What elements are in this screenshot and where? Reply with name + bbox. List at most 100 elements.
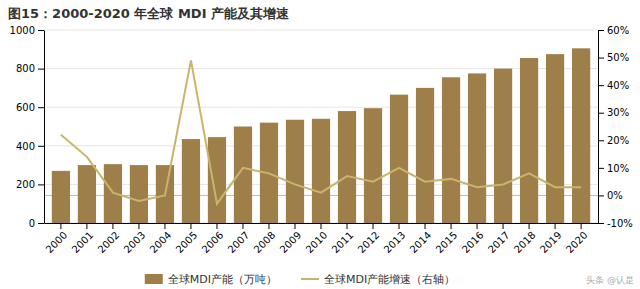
y2-axis-line <box>598 31 599 224</box>
y-tick-mark <box>38 107 44 108</box>
y-tick-mark <box>38 184 44 185</box>
bar <box>338 111 356 223</box>
x-tick-label: 2010 <box>304 229 330 255</box>
x-tick-mark <box>216 223 217 229</box>
legend-item: 全球MDI产能（万吨） <box>145 273 277 286</box>
x-tick-label: 2018 <box>512 229 538 255</box>
x-tick-mark <box>451 223 452 229</box>
x-tick-mark <box>112 223 113 229</box>
x-tick: 2006 <box>200 223 226 255</box>
bar <box>234 127 252 224</box>
x-tick-label: 2006 <box>200 229 226 255</box>
x-tick: 2019 <box>538 223 564 255</box>
y-tick-label: 800 <box>16 63 35 74</box>
x-tick-label: 2004 <box>148 229 174 255</box>
x-tick-label: 2002 <box>96 229 122 255</box>
y2-tick-mark <box>598 30 604 31</box>
legend-label: 全球MDI产能（万吨） <box>168 273 277 286</box>
x-tick-label: 2012 <box>356 229 382 255</box>
y-tick: 0 <box>29 218 44 229</box>
x-tick-mark <box>529 223 530 229</box>
x-tick-mark <box>321 223 322 229</box>
chart: 图15：2000-2020 年全球 MDI 产能及其增速200020012002… <box>0 0 640 289</box>
y-tick-label: 400 <box>16 141 35 152</box>
y2-tick-label: 50% <box>607 52 629 63</box>
legend-swatch <box>145 274 163 284</box>
bar <box>494 69 512 223</box>
y2-tick-mark <box>598 140 604 141</box>
x-tick-label: 2013 <box>382 229 408 255</box>
bar <box>572 48 590 223</box>
bar <box>546 54 564 223</box>
grid-line <box>44 107 598 108</box>
x-tick-label: 2014 <box>408 229 434 255</box>
y-tick-label: 600 <box>16 102 35 113</box>
y2-tick-label: -10% <box>607 218 633 229</box>
x-tick-mark <box>138 223 139 229</box>
x-tick: 2000 <box>44 223 70 255</box>
marks <box>44 48 598 223</box>
x-tick-label: 2016 <box>460 229 486 255</box>
y2-tick: 10% <box>598 163 629 174</box>
y-axis: 0 200 400 600 800 1000 <box>10 25 45 229</box>
x-tick-mark <box>190 223 191 229</box>
x-tick-label: 2007 <box>226 229 252 255</box>
y2-tick-mark <box>598 195 604 196</box>
y2-tick-label: 20% <box>607 135 629 146</box>
x-tick: 2012 <box>356 223 382 255</box>
legend-swatch <box>301 278 319 280</box>
y2-tick-mark <box>598 85 604 86</box>
x-tick: 2010 <box>304 223 330 255</box>
x-tick-label: 2001 <box>70 229 96 255</box>
x-tick-mark <box>347 223 348 229</box>
bar <box>364 108 382 223</box>
y2-tick-mark <box>598 58 604 59</box>
x-tick: 2009 <box>278 223 304 255</box>
y2-tick: 0% <box>598 190 623 201</box>
y-tick: 200 <box>16 179 44 190</box>
x-tick: 2017 <box>486 223 512 255</box>
legend-item: 全球MDI产能增速（右轴） <box>301 273 455 286</box>
bar <box>78 165 96 223</box>
x-tick: 2015 <box>434 223 460 255</box>
y-tick: 800 <box>16 63 44 74</box>
bar <box>442 77 460 223</box>
y2-axis: -10%0%10%20%30%40%50%60% <box>598 25 633 229</box>
grid-line <box>44 30 598 31</box>
x-tick-mark <box>268 223 269 229</box>
y-tick: 400 <box>16 141 44 152</box>
y-tick-label: 200 <box>16 179 35 190</box>
x-tick: 2005 <box>174 223 200 255</box>
y-tick-mark <box>38 69 44 70</box>
y2-tick: 60% <box>598 25 629 36</box>
y2-tick: 30% <box>598 107 629 118</box>
x-tick-mark <box>242 223 243 229</box>
x-tick-label: 2019 <box>538 229 564 255</box>
x-tick: 2014 <box>408 223 434 255</box>
x-tick-mark <box>503 223 504 229</box>
x-tick-mark <box>294 223 295 229</box>
x-tick: 2020 <box>564 223 590 255</box>
y-axis-line <box>44 31 45 224</box>
y2-tick: 20% <box>598 135 629 146</box>
y2-tick: -10% <box>598 218 633 229</box>
x-tick-mark <box>373 223 374 229</box>
y2-tick-mark <box>598 223 604 224</box>
x-tick-label: 2003 <box>122 229 148 255</box>
y-tick-label: 0 <box>29 218 35 229</box>
x-tick-mark <box>581 223 582 229</box>
title: 图15：2000-2020 年全球 MDI 产能及其增速 <box>8 6 290 21</box>
y-tick-label: 1000 <box>10 25 35 36</box>
y2-tick: 50% <box>598 52 629 63</box>
y2-tick-mark <box>598 168 604 169</box>
x-tick-label: 2020 <box>564 229 590 255</box>
y-tick-mark <box>38 146 44 147</box>
y2-tick-label: 0% <box>607 190 623 201</box>
grid-line <box>44 68 598 69</box>
x-tick: 2013 <box>382 223 408 255</box>
x-tick-mark <box>555 223 556 229</box>
bar <box>520 58 538 223</box>
x-tick-mark <box>86 223 87 229</box>
x-tick-label: 2005 <box>174 229 200 255</box>
x-tick: 2004 <box>148 223 174 255</box>
